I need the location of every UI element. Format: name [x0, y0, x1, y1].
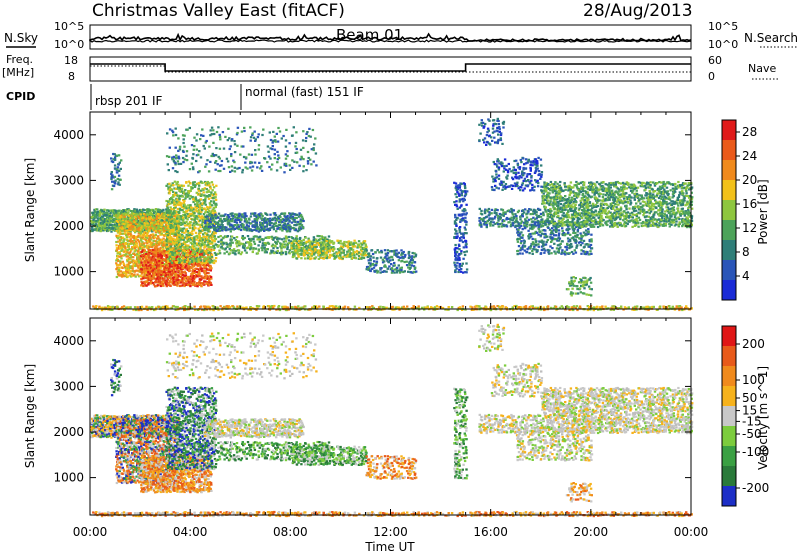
colorbar-tick-label: 15	[742, 404, 757, 418]
velocity-x-ticks	[89, 318, 692, 515]
nsky-label: N.Sky	[4, 31, 38, 45]
nave-tick-low: 0	[708, 70, 715, 83]
y-tick-label: 2000	[53, 219, 84, 233]
y-tick-label: 1000	[53, 471, 84, 485]
cpid-row: CPID rbsp 201 IF normal (fast) 151 IF	[6, 84, 364, 110]
y-tick-label: 2000	[53, 425, 84, 439]
power-panel: 1000 2000 3000 4000 Slant Range [km]	[23, 111, 694, 312]
colorbar-swatch	[722, 486, 736, 507]
power-colorbar-label: Power [dB]	[756, 179, 770, 244]
noise-tick-right-low: 10^0	[708, 38, 738, 51]
freq-unit-label: [MHz]	[2, 66, 34, 79]
colorbar-swatch	[722, 466, 736, 487]
x-tick-label: 12:00	[373, 525, 408, 539]
colorbar-swatch	[722, 386, 736, 407]
colorbar-swatch	[722, 446, 736, 467]
freq-tick-high: 18	[64, 54, 78, 67]
colorbar-tick-label: 24	[742, 149, 757, 163]
colorbar-tick-label: -15	[742, 414, 762, 428]
y-tick-label: 4000	[53, 334, 84, 348]
colorbar-tick-label: 4	[742, 269, 750, 283]
freq-tick-low: 8	[68, 70, 75, 83]
x-tick-label: 16:00	[473, 525, 508, 539]
power-ylabel: Slant Range [km]	[23, 158, 37, 262]
colorbar-tick-label: 8	[742, 245, 750, 259]
colorbar-tick-label: 100	[742, 373, 765, 387]
noise-panel: N.Sky 10^5 10^0 10^5 10^0 N.Search	[4, 20, 798, 51]
colorbar-tick-label: -200	[742, 481, 769, 495]
nave-tick-high: 60	[708, 54, 722, 67]
colorbar-swatch	[722, 326, 736, 347]
y-tick-label: 3000	[53, 379, 84, 393]
velocity-scatter	[90, 323, 694, 518]
colorbar-swatch	[722, 120, 736, 141]
x-tick-label: 00:00	[73, 525, 108, 539]
power-colorbar: 4 8 12 16 20 24 28	[721, 119, 757, 301]
x-tick-labels: 00:00 04:00 08:00 12:00 16:00 20:00 00:00	[73, 525, 709, 539]
colorbar-swatch	[722, 260, 736, 281]
x-tick-label: 20:00	[574, 525, 609, 539]
y-tick-label: 4000	[53, 128, 84, 142]
noise-tick-right-high: 10^5	[708, 20, 738, 33]
velocity-y-ticks: 1000 2000 3000 4000	[53, 334, 691, 485]
power-x-ticks	[89, 112, 692, 309]
colorbar-swatch	[722, 240, 736, 261]
colorbar-swatch	[722, 140, 736, 161]
cpid-segment-2: normal (fast) 151 IF	[245, 85, 364, 99]
noise-sky-line	[89, 32, 692, 42]
velocity-colorbar-label: Velocity [m s^-1]	[756, 366, 770, 470]
colorbar-tick-label: 16	[742, 197, 757, 211]
colorbar-swatch	[722, 160, 736, 181]
freq-line	[90, 63, 691, 72]
y-tick-label: 1000	[53, 265, 84, 279]
colorbar-swatch	[722, 346, 736, 367]
colorbar-swatch	[722, 220, 736, 241]
noise-tick-left-high: 10^5	[54, 20, 84, 33]
noise-search-line	[89, 39, 691, 43]
cpid-segment-1: rbsp 201 IF	[95, 94, 162, 108]
power-scatter	[90, 117, 694, 312]
y-tick-label: 3000	[53, 173, 84, 187]
station-title: Christmas Valley East (fitACF)	[92, 1, 345, 21]
colorbar-tick-label: 12	[742, 221, 757, 235]
colorbar-tick-label: -100	[742, 445, 769, 459]
cpid-label: CPID	[6, 90, 35, 103]
nsearch-label: N.Search	[744, 31, 798, 45]
date-label: 28/Aug/2013	[583, 1, 693, 21]
colorbar-swatch	[722, 280, 736, 301]
colorbar-tick-label: 200	[742, 337, 765, 351]
colorbar-tick-label: 50	[742, 391, 757, 405]
colorbar-tick-label: 28	[742, 125, 757, 139]
colorbar-swatch	[722, 180, 736, 201]
nave-line	[90, 65, 691, 73]
colorbar-swatch	[722, 200, 736, 221]
x-axis-title: Time UT	[364, 540, 415, 554]
x-tick-label: 04:00	[173, 525, 208, 539]
x-tick-label: 00:00	[674, 525, 709, 539]
colorbar-swatch	[722, 426, 736, 447]
nave-label: Nave	[748, 62, 776, 75]
freq-nave-panel: Freq. [MHz] 18 8 60 0 Nave	[2, 53, 778, 83]
freq-label: Freq.	[6, 53, 33, 66]
power-y-ticks: 1000 2000 3000 4000	[53, 128, 691, 279]
noise-tick-left-low: 10^0	[54, 38, 84, 51]
colorbar-tick-label: 20	[742, 173, 757, 187]
colorbar-tick-label: -50	[742, 427, 762, 441]
colorbar-swatch	[722, 406, 736, 427]
velocity-ylabel: Slant Range [km]	[23, 364, 37, 468]
x-tick-label: 08:00	[273, 525, 308, 539]
velocity-panel: 1000 2000 3000 4000 Slant Range [km]	[23, 317, 694, 518]
colorbar-swatch	[722, 366, 736, 387]
